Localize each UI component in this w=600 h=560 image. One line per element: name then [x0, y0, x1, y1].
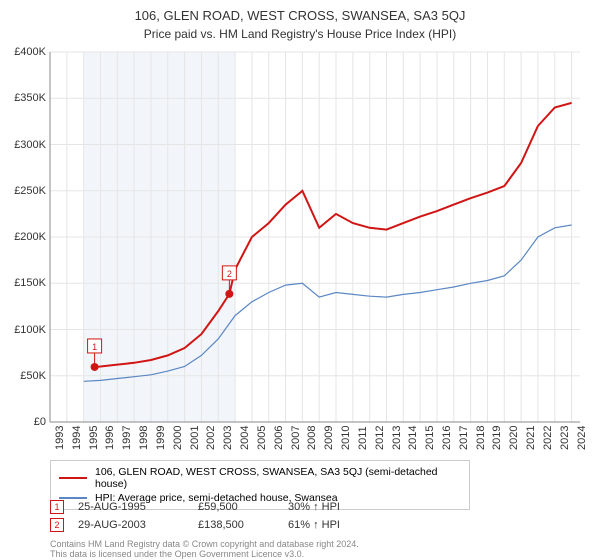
sale-row: 1 25-AUG-1995£59,50030% ↑ HPI [50, 500, 378, 514]
sale-point [225, 290, 233, 298]
x-axis-label: 2014 [407, 426, 419, 450]
legend-label: 106, GLEN ROAD, WEST CROSS, SWANSEA, SA3… [95, 466, 461, 490]
x-axis-label: 1996 [104, 426, 116, 450]
x-axis-label: 2017 [458, 426, 470, 450]
x-axis-label: 1993 [54, 426, 66, 450]
sale-marker: 1 [50, 500, 64, 514]
y-axis-label: £0 [0, 416, 46, 428]
sale-pct: 30% ↑ HPI [288, 501, 378, 513]
x-axis-label: 2020 [508, 426, 520, 450]
x-axis-label: 2005 [256, 426, 268, 450]
x-axis-label: 2009 [323, 426, 335, 450]
x-axis-label: 2016 [441, 426, 453, 450]
sale-rows: 1 25-AUG-1995£59,50030% ↑ HPI 2 29-AUG-2003… [50, 500, 378, 536]
x-axis-label: 2021 [525, 426, 537, 450]
y-axis-label: £150K [0, 277, 46, 289]
x-axis-label: 2008 [306, 426, 318, 450]
x-axis-label: 2013 [391, 426, 403, 450]
chart-svg: 12 [50, 52, 580, 422]
x-axis-label: 1995 [88, 426, 100, 450]
y-axis-label: £250K [0, 185, 46, 197]
sale-date: 29-AUG-2003 [78, 519, 198, 531]
x-axis-label: 2004 [239, 426, 251, 450]
legend-swatch [59, 497, 87, 498]
y-axis-label: £100K [0, 324, 46, 336]
legend-swatch [59, 477, 87, 479]
x-axis-label: 2023 [559, 426, 571, 450]
x-axis-label: 2024 [576, 426, 588, 450]
sale-date: 25-AUG-1995 [78, 501, 198, 513]
x-axis-label: 1997 [121, 426, 133, 450]
x-axis-label: 2022 [542, 426, 554, 450]
legend-item: 106, GLEN ROAD, WEST CROSS, SWANSEA, SA3… [59, 465, 461, 491]
chart-subtitle: Price paid vs. HM Land Registry's House … [0, 23, 600, 41]
x-axis-label: 2003 [222, 426, 234, 450]
sale-marker-num: 2 [227, 269, 232, 279]
sale-pct: 61% ↑ HPI [288, 519, 378, 531]
y-axis-label: £400K [0, 46, 46, 58]
price-chart-container: 106, GLEN ROAD, WEST CROSS, SWANSEA, SA3… [0, 0, 600, 560]
x-axis-label: 1998 [138, 426, 150, 450]
sale-price: £59,500 [198, 501, 288, 513]
y-axis-label: £350K [0, 92, 46, 104]
x-axis-label: 2007 [290, 426, 302, 450]
sale-row: 2 29-AUG-2003£138,50061% ↑ HPI [50, 518, 378, 532]
y-axis-label: £200K [0, 231, 46, 243]
x-axis-label: 1994 [71, 426, 83, 450]
y-axis-label: £50K [0, 370, 46, 382]
sale-price: £138,500 [198, 519, 288, 531]
plot-area: 12 £0£50K£100K£150K£200K£250K£300K£350K£… [50, 52, 580, 422]
sale-marker-num: 1 [92, 342, 97, 352]
x-axis-label: 1999 [155, 426, 167, 450]
x-axis-label: 2011 [357, 426, 369, 450]
x-axis-label: 2001 [189, 426, 201, 450]
x-axis-label: 2015 [424, 426, 436, 450]
footnote: Contains HM Land Registry data © Crown c… [50, 540, 359, 560]
x-axis-label: 2006 [273, 426, 285, 450]
footnote-line2: This data is licensed under the Open Gov… [50, 549, 304, 559]
x-axis-label: 2010 [340, 426, 352, 450]
y-axis-label: £300K [0, 139, 46, 151]
sale-marker: 2 [50, 518, 64, 532]
x-axis-label: 2018 [475, 426, 487, 450]
sale-point [91, 363, 99, 371]
x-axis-label: 2012 [374, 426, 386, 450]
x-axis-label: 2002 [205, 426, 217, 450]
chart-title: 106, GLEN ROAD, WEST CROSS, SWANSEA, SA3… [0, 0, 600, 23]
x-axis-label: 2000 [172, 426, 184, 450]
x-axis-label: 2019 [491, 426, 503, 450]
footnote-line1: Contains HM Land Registry data © Crown c… [50, 539, 359, 549]
